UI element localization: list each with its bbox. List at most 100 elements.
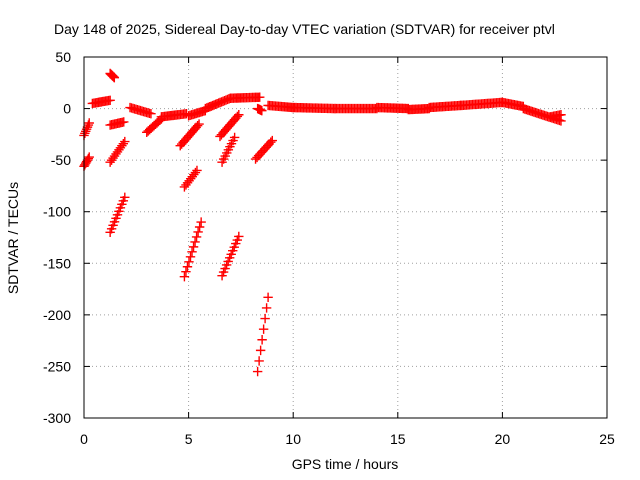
data-point [234, 231, 244, 242]
y-tick-label: 50 [55, 49, 71, 65]
data-point [257, 105, 267, 116]
data-point [191, 232, 202, 242]
data-point [263, 292, 273, 303]
y-tick-label: 0 [63, 101, 71, 117]
x-axis-label: GPS time / hours [292, 456, 399, 472]
data-point [114, 206, 124, 217]
data-point [106, 224, 117, 234]
data-point [231, 238, 241, 249]
data-point [109, 217, 120, 227]
data-segment [156, 109, 192, 122]
data-segment [263, 100, 298, 113]
data-point [188, 242, 199, 252]
y-tick-label: -300 [43, 410, 71, 426]
data-segment [217, 132, 240, 167]
data-point [192, 165, 202, 176]
data-point [232, 111, 243, 122]
data-point [109, 72, 120, 83]
data-point [118, 196, 129, 206]
data-point [267, 135, 277, 146]
grid [84, 57, 607, 418]
data-segment [403, 103, 434, 115]
data-point [84, 152, 94, 162]
x-tick-label: 5 [185, 431, 193, 447]
data-point [194, 119, 204, 129]
data-segment [105, 68, 120, 83]
data-point [556, 110, 566, 120]
y-tick-label: -200 [43, 307, 71, 323]
data-point [194, 222, 205, 232]
plot-frame [83, 56, 608, 419]
data-point [218, 267, 229, 277]
data-segment [330, 103, 382, 114]
data-point [252, 366, 263, 377]
data-point [83, 153, 94, 164]
data-point [182, 262, 193, 272]
data-point [260, 313, 270, 324]
data-points [79, 68, 566, 377]
y-tick-label: -50 [51, 152, 71, 168]
data-segment [288, 102, 340, 114]
data-point [221, 260, 232, 270]
data-point [234, 110, 244, 120]
data-point [120, 136, 130, 147]
data-point [120, 192, 130, 202]
data-point [112, 210, 123, 220]
data-point [196, 217, 206, 227]
data-segment [250, 135, 277, 164]
data-point [115, 203, 126, 213]
data-point [179, 271, 190, 282]
data-point [185, 252, 196, 262]
data-point [223, 256, 233, 267]
data-segment [87, 95, 115, 109]
data-segment [215, 110, 244, 142]
data-point [146, 109, 156, 119]
y-axis-label: SDTVAR / TECUs [5, 182, 21, 294]
data-point [192, 121, 203, 131]
data-point [229, 242, 239, 252]
data-point [255, 345, 266, 356]
data-point [232, 235, 242, 245]
x-tick-label: 15 [390, 431, 406, 447]
data-point [111, 213, 121, 224]
data-point [266, 137, 276, 147]
x-tick-label: 10 [285, 431, 301, 447]
data-point [228, 246, 238, 256]
data-segment [175, 119, 204, 151]
data-point [217, 270, 227, 281]
data-segment [125, 102, 156, 119]
data-point [261, 303, 272, 313]
data-point [108, 220, 118, 231]
data-point [255, 92, 265, 102]
data-point [229, 132, 240, 143]
data-segment [105, 192, 130, 238]
tick-labels: 0 5 10 15 20 25 -300 -250 -200 -150 -100 -50 0 50 [43, 49, 615, 447]
y-tick-label: -250 [43, 358, 71, 374]
data-segment [217, 231, 244, 281]
x-tick-label: 25 [599, 431, 615, 447]
data-point [117, 199, 127, 209]
data-point [224, 253, 235, 263]
y-tick-label: -150 [43, 255, 71, 271]
data-point [254, 356, 264, 366]
data-point [190, 237, 200, 247]
x-tick-label: 20 [495, 431, 511, 447]
data-point [181, 267, 191, 277]
data-point [105, 227, 115, 238]
data-point [226, 249, 236, 259]
data-point [184, 257, 194, 267]
data-segment [545, 110, 566, 122]
data-point [257, 335, 267, 345]
data-segment [372, 102, 413, 114]
data-point [187, 247, 197, 257]
data-segment [252, 103, 267, 116]
data-point [258, 324, 269, 334]
y-tick-label: -100 [43, 204, 71, 220]
data-point [105, 95, 115, 106]
data-point [193, 227, 203, 237]
data-segment [252, 292, 273, 377]
data-point [84, 118, 94, 128]
data-point [220, 263, 230, 274]
